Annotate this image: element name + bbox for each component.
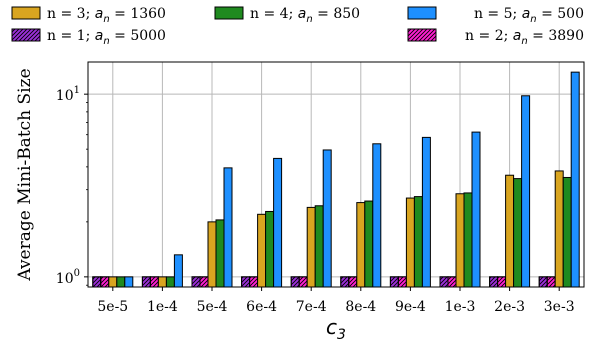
x-tick-label: 5e-5 xyxy=(97,299,128,315)
legend-label: n = 5; an = 500 xyxy=(474,6,584,25)
legend-entry-n1: n = 1; an = 5000 xyxy=(11,28,166,47)
bar-n4-3e-3 xyxy=(562,176,572,288)
bar-hatch-n2-1e-4 xyxy=(149,276,159,288)
y-tick-labels: 100 101 xyxy=(56,85,88,287)
legend-swatch-hatch xyxy=(407,28,437,42)
bar-n3-8e-4 xyxy=(356,202,366,288)
legend-swatch xyxy=(11,6,41,20)
bar-n5-2e-3 xyxy=(521,95,531,288)
legend: n = 3; an = 1360 n = 4; an = 850 n = 5; an… xyxy=(11,6,584,47)
x-tick-label: 5e-4 xyxy=(197,299,228,315)
bar-n4-6e-4 xyxy=(265,210,275,288)
x-axis-label: c3 xyxy=(326,315,346,343)
legend-swatch xyxy=(407,6,437,20)
bar-hatch-n1-6e-4 xyxy=(241,276,251,288)
bar-hatch-n2-5e-5 xyxy=(100,276,110,288)
bar-n5-1e-4 xyxy=(173,254,183,288)
bar-n4-1e-3 xyxy=(463,192,473,288)
bar-hatch-n1-1e-3 xyxy=(439,276,449,288)
bar-n5-8e-4 xyxy=(372,143,382,288)
bar-n3-6e-4 xyxy=(257,213,267,288)
legend-swatch-hatch xyxy=(11,28,41,42)
legend-entry-n3: n = 3; an = 1360 xyxy=(11,6,166,25)
bar-hatch-n2-6e-4 xyxy=(249,276,259,288)
x-tick-label: 3e-3 xyxy=(544,299,575,315)
legend-entry-n4: n = 4; an = 850 xyxy=(214,6,360,25)
bar-n5-1e-3 xyxy=(471,131,481,288)
bar-hatch-n1-7e-4 xyxy=(290,276,300,288)
bar-n4-8e-4 xyxy=(364,200,374,288)
bar-n4-1e-4 xyxy=(165,276,175,288)
bar-hatch-n2-3e-3 xyxy=(546,276,556,288)
x-axis-label-sub: 3 xyxy=(337,327,346,343)
bar-n4-2e-3 xyxy=(513,178,523,288)
x-tick-labels: 5e-5 1e-4 5e-4 6e-4 7e-4 8e-4 9e-4 1e-3 2e-3 3e-3 xyxy=(97,287,575,315)
y-tick-label: 101 xyxy=(56,85,80,104)
bar-n3-5e-5 xyxy=(108,276,118,288)
bar-n4-5e-4 xyxy=(215,219,225,288)
y-tick-label: 100 xyxy=(56,268,80,287)
bar-hatch-n1-3e-3 xyxy=(538,276,548,288)
bar-hatch-n2-5e-4 xyxy=(199,276,209,288)
bar-n5-5e-4 xyxy=(223,167,233,288)
legend-entry-n5: n = 5; an = 500 xyxy=(407,6,584,25)
x-tick-label: 1e-3 xyxy=(445,299,476,315)
legend-entry-n2: n = 2; an = 3890 xyxy=(407,28,584,47)
bar-hatch-n1-5e-5 xyxy=(92,276,102,288)
bar-n3-9e-4 xyxy=(405,197,415,288)
legend-label: n = 2; an = 3890 xyxy=(465,28,584,47)
bar-n3-2e-3 xyxy=(505,174,515,288)
bar-hatch-n2-1e-3 xyxy=(447,276,457,288)
bar-n4-5e-5 xyxy=(116,276,126,288)
x-tick-label: 9e-4 xyxy=(395,299,426,315)
bar-n3-1e-3 xyxy=(455,193,465,288)
bar-hatch-n1-9e-4 xyxy=(389,276,399,288)
bar-n4-9e-4 xyxy=(413,196,423,288)
bar-n3-1e-4 xyxy=(157,276,167,288)
bar-hatch-n2-7e-4 xyxy=(298,276,308,288)
bar-hatch-n1-2e-3 xyxy=(489,276,499,288)
bar-n5-6e-4 xyxy=(273,157,283,288)
bar-hatch-n1-1e-4 xyxy=(141,276,151,288)
x-tick-label: 6e-4 xyxy=(246,299,277,315)
legend-label: n = 3; an = 1360 xyxy=(47,6,166,25)
bar-n5-7e-4 xyxy=(322,149,332,288)
x-tick-label: 2e-3 xyxy=(494,299,525,315)
bar-hatch-n1-8e-4 xyxy=(340,276,350,288)
bar-n5-5e-5 xyxy=(124,276,134,288)
bar-n3-7e-4 xyxy=(306,206,316,288)
x-axis-label-base: c xyxy=(326,315,337,339)
y-axis-label: Average Mini-Batch Size xyxy=(15,68,35,281)
bar-n5-3e-3 xyxy=(570,71,580,288)
x-tick-label: 1e-4 xyxy=(147,299,178,315)
bar-n3-3e-3 xyxy=(554,170,564,288)
x-tick-label: 7e-4 xyxy=(296,299,327,315)
legend-swatch xyxy=(214,6,244,20)
bars xyxy=(92,71,580,288)
bar-hatch-n2-9e-4 xyxy=(397,276,407,288)
bar-n4-7e-4 xyxy=(314,205,324,288)
bar-hatch-n1-5e-4 xyxy=(191,276,201,288)
plot-frame xyxy=(87,61,585,288)
bar-n3-5e-4 xyxy=(207,221,217,288)
legend-label: n = 1; an = 5000 xyxy=(47,28,166,47)
legend-label: n = 4; an = 850 xyxy=(250,6,360,25)
bar-hatch-n2-2e-3 xyxy=(497,276,507,288)
bar-hatch-n2-8e-4 xyxy=(348,276,358,288)
bar-n5-9e-4 xyxy=(421,136,431,288)
x-tick-label: 8e-4 xyxy=(345,299,376,315)
